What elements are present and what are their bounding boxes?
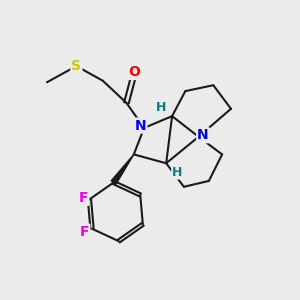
Text: F: F <box>79 191 88 205</box>
Text: N: N <box>135 118 146 133</box>
Text: S: S <box>71 59 81 73</box>
Text: H: H <box>172 166 183 178</box>
Polygon shape <box>111 154 134 184</box>
Text: F: F <box>80 225 89 239</box>
Text: H: H <box>156 101 166 114</box>
Text: O: O <box>128 65 140 79</box>
Text: N: N <box>197 128 209 142</box>
